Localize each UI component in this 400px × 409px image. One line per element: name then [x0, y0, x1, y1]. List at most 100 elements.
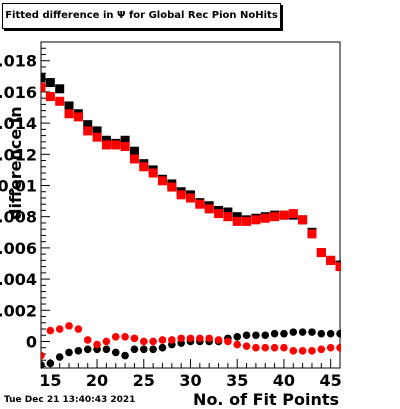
data-point [83, 345, 92, 354]
data-point [120, 135, 130, 145]
data-point [83, 120, 93, 130]
data-point [308, 328, 316, 336]
data-point [252, 331, 260, 340]
x-axis: 15 20 25 30 35 40 45 [39, 359, 342, 390]
data-point [195, 199, 205, 209]
y-tick-label: 0.004 [0, 270, 37, 289]
data-point [149, 345, 157, 354]
data-point [73, 112, 83, 122]
data-point [196, 334, 204, 343]
data-point [121, 351, 129, 360]
data-point [46, 359, 55, 368]
data-point [74, 325, 83, 333]
data-point [93, 340, 101, 349]
data-point [270, 343, 279, 352]
data-point [242, 342, 251, 350]
y-tick-label: 0.018 [0, 52, 37, 71]
x-tick-label: 35 [226, 371, 248, 390]
x-tick-label: 15 [39, 371, 61, 390]
data-point [289, 328, 298, 336]
data-point [214, 209, 224, 219]
data-point [130, 345, 139, 354]
x-tick-label: 25 [133, 371, 155, 390]
y-tick-label: 0.002 [0, 301, 37, 320]
data-point [121, 333, 129, 341]
x-tick-label: 30 [179, 371, 201, 390]
data-point [289, 347, 298, 355]
data-point [298, 328, 307, 336]
x-tick-label: 45 [320, 371, 342, 390]
x-tick-label: 40 [273, 371, 295, 390]
timestamp: Tue Dec 21 13:40:43 2021 [4, 395, 136, 405]
data-point [260, 213, 270, 223]
data-point [65, 348, 73, 357]
data-point [233, 333, 242, 341]
data-point [317, 329, 326, 338]
data-point [129, 154, 139, 164]
data-point [148, 168, 158, 178]
data-point [186, 334, 195, 343]
data-point [65, 322, 73, 330]
y-axis-title: difference in [6, 106, 25, 220]
data-point [335, 262, 341, 272]
data-point [41, 82, 46, 92]
data-point [176, 190, 186, 200]
data-point [308, 347, 316, 355]
data-point [102, 345, 111, 354]
y-tick-label: 0.01 [0, 177, 37, 196]
data-point [83, 126, 93, 136]
data-point [232, 216, 242, 226]
data-point [92, 132, 102, 142]
data-point [177, 334, 185, 343]
data-point [307, 229, 317, 239]
data-point [298, 215, 308, 225]
x-tick-label: 20 [86, 371, 108, 390]
data-point [41, 351, 45, 360]
data-point [270, 329, 279, 338]
data-point [102, 337, 111, 346]
data-point [139, 162, 149, 172]
data-point [45, 92, 55, 102]
data-point [251, 215, 261, 225]
data-point [288, 209, 298, 219]
data-point [317, 345, 326, 354]
data-point [46, 326, 55, 335]
data-point [223, 207, 233, 217]
data-point [41, 361, 45, 369]
x-axis-title: No. of Fit Points [193, 390, 339, 409]
data-point [252, 343, 260, 352]
data-point [157, 176, 167, 186]
data-point [326, 255, 336, 265]
data-point [55, 325, 64, 333]
data-point [45, 78, 55, 88]
data-point [120, 142, 130, 152]
data-points [41, 73, 341, 369]
data-point [129, 146, 139, 156]
data-point [326, 343, 335, 352]
data-point [280, 343, 288, 352]
y-tick-label: 0.008 [0, 208, 37, 227]
data-point [168, 336, 176, 344]
chart-title: Fitted difference in Ψ for Global Rec Pi… [2, 3, 281, 29]
data-point [261, 331, 270, 340]
data-point [74, 347, 83, 355]
data-point [224, 337, 232, 346]
data-point [214, 336, 223, 344]
data-point [336, 329, 341, 338]
data-point [261, 343, 270, 352]
y-tick-label: 0.016 [0, 83, 37, 102]
data-point [83, 336, 92, 344]
data-point [233, 340, 242, 349]
data-point [111, 348, 120, 357]
data-point [101, 135, 111, 145]
data-point [232, 212, 242, 222]
data-point [316, 248, 326, 258]
data-point [158, 336, 167, 344]
data-point [326, 329, 335, 338]
data-point [111, 140, 121, 150]
data-point [55, 353, 64, 361]
data-point [92, 126, 102, 136]
data-point [55, 96, 65, 106]
data-point [242, 331, 251, 340]
